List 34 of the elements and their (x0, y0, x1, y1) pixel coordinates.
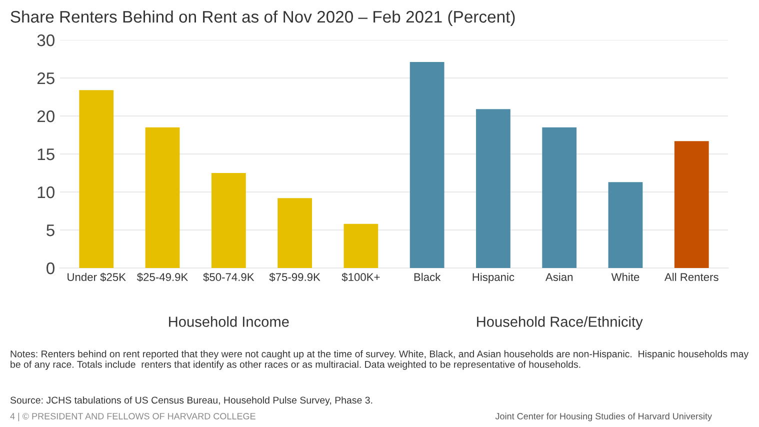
bar (344, 224, 378, 268)
text: Household Race/Ethnicity (477, 316, 643, 330)
x-tick-label: All Renters (664, 272, 718, 282)
x-tick-label: $50-74.9K (203, 272, 254, 282)
source-note: Source: JCHS tabulations of US Census Bureau, Household Pulse Survey, Phase 3. (10, 396, 372, 406)
y-tick-label: 30 (37, 34, 54, 46)
text: Notes: Renters behind on rent reported that they were not caught up at the time of survey. White, Black, and Asian households are non-Hispanic. Hispanic households may be of any race. Totals include renters that identify as other races or as multiracial. Data weighted to be representative of households. (10, 350, 749, 370)
bar (542, 127, 577, 268)
bar (608, 182, 643, 268)
y-tick-label: 0 (46, 262, 54, 274)
y-tick-label: 25 (37, 72, 54, 84)
text: Household Income (169, 316, 289, 327)
y-tick-label: 20 (37, 110, 54, 122)
y-tick-label: 15 (38, 148, 54, 160)
x-tick-label: Under $25K (68, 272, 126, 282)
x-tick-label: $25-49.9K (137, 272, 188, 282)
x-tick-label: White (611, 272, 640, 282)
bar (674, 141, 709, 268)
text: Joint Center for Housing Studies of Harvard University (495, 412, 712, 422)
bar (211, 173, 246, 268)
chart-title: Share Renters Behind on Rent as of Nov 2020 – Feb 2021 (Percent) (10, 10, 515, 26)
x-tick-label: Asian (545, 272, 573, 282)
bar (410, 62, 444, 268)
bar (79, 90, 114, 268)
x-tick-label: $100K+ (342, 272, 380, 282)
y-tick-label: 5 (46, 224, 54, 236)
x-tick-label: $75-99.9K (269, 272, 320, 282)
y-tick-label: 10 (38, 186, 54, 198)
bar (145, 127, 180, 268)
bar (476, 109, 510, 268)
x-tick-label: Hispanic (472, 272, 514, 284)
text: 4 | © PRESIDENT AND FELLOWS OF HARVARD COLLEGE (10, 412, 256, 422)
bar (278, 198, 312, 268)
x-tick-label: Black (414, 272, 441, 282)
